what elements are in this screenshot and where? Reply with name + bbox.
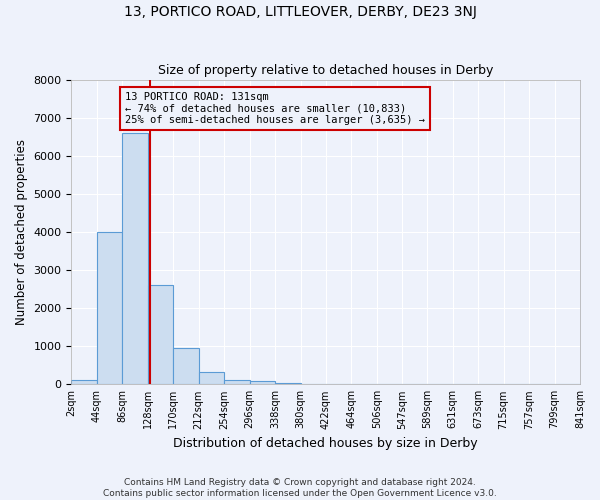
Bar [199, 372, 224, 384]
Text: 13, PORTICO ROAD, LITTLEOVER, DERBY, DE23 3NJ: 13, PORTICO ROAD, LITTLEOVER, DERBY, DE2… [124, 5, 476, 19]
Title: Size of property relative to detached houses in Derby: Size of property relative to detached ho… [158, 64, 493, 77]
X-axis label: Distribution of detached houses by size in Derby: Distribution of detached houses by size … [173, 437, 478, 450]
Bar [148, 286, 173, 384]
Bar [173, 348, 199, 385]
Bar [71, 380, 97, 384]
Text: Contains HM Land Registry data © Crown copyright and database right 2024.
Contai: Contains HM Land Registry data © Crown c… [103, 478, 497, 498]
Bar [224, 380, 250, 384]
Y-axis label: Number of detached properties: Number of detached properties [15, 139, 28, 325]
Bar [250, 382, 275, 384]
Bar [97, 232, 122, 384]
Text: 13 PORTICO ROAD: 131sqm
← 74% of detached houses are smaller (10,833)
25% of sem: 13 PORTICO ROAD: 131sqm ← 74% of detache… [125, 92, 425, 125]
Bar [122, 133, 148, 384]
Bar [275, 383, 301, 384]
